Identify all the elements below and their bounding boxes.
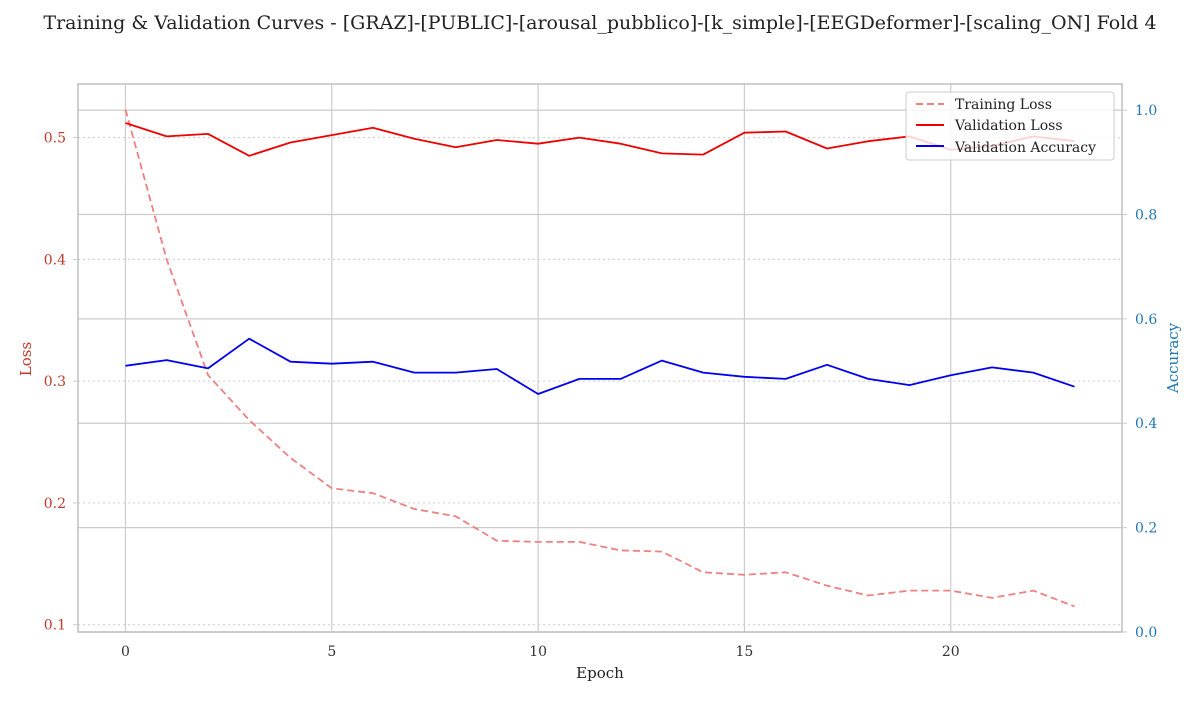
right-y-tick-label: 0.8 <box>1135 207 1157 223</box>
validation-accuracy-line <box>125 337 1075 395</box>
series-layer <box>124 109 1075 608</box>
right-y-tick-label: 0.0 <box>1135 625 1157 641</box>
training-loss-line <box>124 109 1075 608</box>
right-y-tick-label: 0.4 <box>1135 416 1157 432</box>
x-tick-label: 15 <box>736 644 754 660</box>
x-tick-label: 20 <box>942 644 960 660</box>
chart-title: Training & Validation Curves - [GRAZ]-[P… <box>43 12 1156 34</box>
x-tick-label: 10 <box>529 644 547 660</box>
plot-frame <box>77 83 1123 633</box>
left-y-tick-label: 0.5 <box>44 131 66 147</box>
left-y-tick-label: 0.2 <box>44 496 66 512</box>
left-y-tick-label: 0.3 <box>44 374 66 390</box>
grid-layer <box>78 84 1122 633</box>
legend-label-validation-loss: Validation Loss <box>954 118 1063 134</box>
legend: Training Loss Validation Loss Validation… <box>905 91 1115 161</box>
x-axis-label: Epoch <box>576 664 624 682</box>
right-y-tick-label: 0.2 <box>1135 521 1157 537</box>
left-y-axis-label: Loss <box>17 342 35 376</box>
left-y-tick-label: 0.1 <box>44 618 66 634</box>
ticks-layer: 0 5 10 15 20 0.1 0.2 0.3 0.4 0.5 0.0 0.2 0.4 0.6 0.8 1.… <box>44 103 1158 660</box>
right-y-tick-label: 1.0 <box>1135 103 1157 119</box>
x-tick-label: 0 <box>121 644 130 660</box>
right-y-tick-label: 0.6 <box>1135 312 1157 328</box>
left-y-tick-label: 0.4 <box>44 252 66 268</box>
legend-label-validation-accuracy: Validation Accuracy <box>954 140 1096 156</box>
x-tick-label: 5 <box>327 644 336 660</box>
right-y-axis-label: Accuracy <box>1164 322 1182 394</box>
legend-box <box>905 91 1115 161</box>
legend-label-training-loss: Training Loss <box>955 97 1052 113</box>
